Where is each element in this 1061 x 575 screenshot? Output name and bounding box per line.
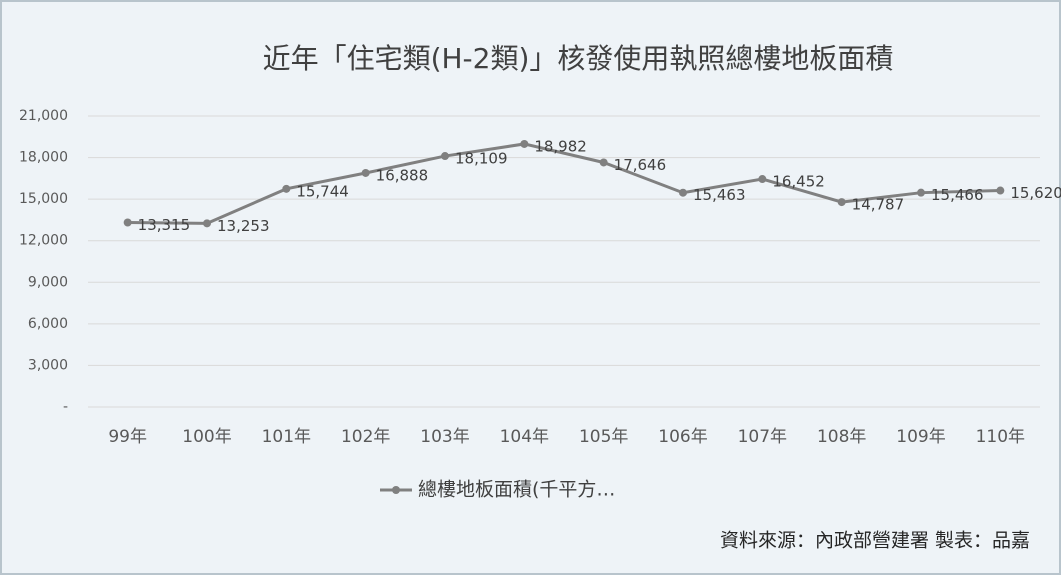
data-point [917, 188, 925, 197]
data-label: 16,888 [376, 166, 429, 184]
y-tick-label: 12,000 [19, 233, 68, 249]
x-tick-label: 106年 [658, 427, 707, 447]
x-tick-label: 110年 [976, 427, 1025, 447]
x-tick-label: 102年 [341, 427, 390, 447]
data-point [282, 184, 291, 193]
data-label: 18,109 [455, 150, 508, 168]
data-point [758, 175, 767, 184]
data-point [441, 152, 449, 161]
y-tick-label: 6,000 [28, 316, 68, 332]
x-tick-label: 107年 [738, 427, 787, 447]
data-point [996, 186, 1005, 195]
data-label: 15,466 [931, 186, 984, 204]
x-tick-label: 100年 [182, 427, 231, 447]
source-note: 資料來源：內政部營建署 製表：品嘉 [720, 530, 1030, 552]
data-label: 15,463 [693, 186, 746, 204]
x-tick-label: 105年 [579, 427, 628, 447]
y-tick-label: 21,000 [19, 108, 68, 124]
chart-title: 近年「住宅類(H-2類)」核發使用執照總樓地板面積 [263, 42, 894, 75]
data-label: 15,620 [1010, 184, 1061, 202]
data-label: 16,452 [772, 173, 825, 191]
data-point [361, 168, 370, 177]
data-point [679, 188, 687, 197]
y-tick-label: 15,000 [19, 191, 68, 207]
x-tick-label: 109年 [896, 427, 945, 447]
legend-marker [392, 486, 400, 494]
data-point [599, 158, 608, 167]
data-point [837, 198, 846, 207]
data-label: 13,315 [138, 216, 191, 234]
y-tick-label: 18,000 [19, 150, 68, 166]
legend-label: 總樓地板面積(千平方… [418, 479, 615, 501]
data-point [203, 219, 211, 228]
x-tick-label: 104年 [500, 427, 549, 447]
data-label: 17,646 [614, 156, 667, 174]
data-label: 13,253 [217, 217, 270, 235]
x-tick-label: 99年 [108, 427, 147, 447]
data-point [520, 139, 529, 148]
x-tick-label: 103年 [420, 427, 469, 447]
data-label: 15,744 [296, 182, 349, 200]
series-line [127, 142, 1001, 225]
x-tick-label: 101年 [262, 427, 311, 447]
x-tick-label: 108年 [817, 427, 866, 447]
data-label: 18,982 [534, 137, 587, 155]
y-tick-label: - [63, 399, 68, 415]
y-tick-label: 9,000 [28, 274, 68, 290]
y-tick-label: 3,000 [28, 357, 68, 373]
data-point [123, 218, 132, 227]
data-label: 14,787 [852, 196, 905, 214]
